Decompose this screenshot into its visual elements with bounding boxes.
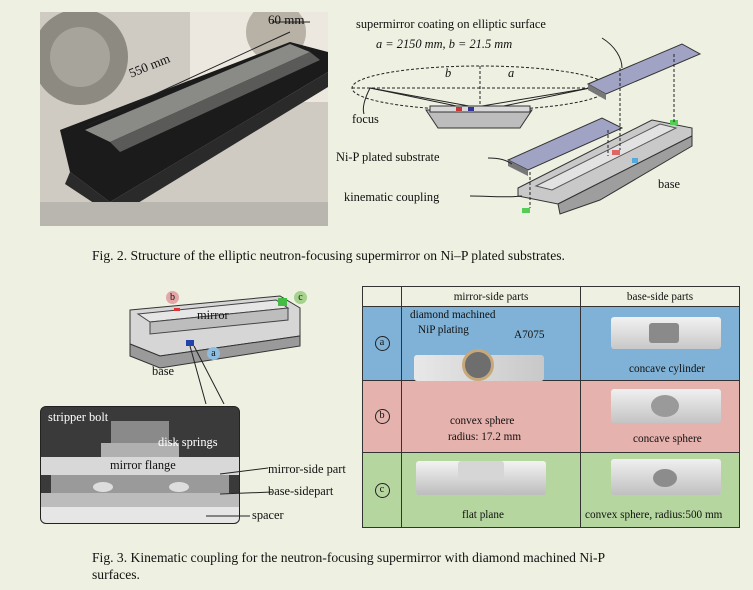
row-id-c: c xyxy=(362,452,402,528)
base-label-b: concave sphere xyxy=(633,433,702,445)
radius-label: radius: 17.2 mm xyxy=(448,431,522,443)
base-sidepart-label: base-sidepart xyxy=(268,484,334,498)
mirror-flange-label: mirror flange xyxy=(110,458,176,472)
table-row-a: a diamond machined NiP plating A7075 con… xyxy=(362,306,740,381)
focus-label: focus xyxy=(352,112,379,126)
mirror-label-c: flat plane xyxy=(462,509,504,521)
badge-a-text: a xyxy=(211,348,216,359)
coupling-overview-diagram xyxy=(129,295,301,404)
ellipse-a-label: a xyxy=(508,66,515,80)
mirror-photo xyxy=(40,12,328,226)
badge-a: a xyxy=(207,347,220,360)
coating-label: supermirror coating on elliptic surface xyxy=(356,17,546,31)
badge-c-text: c xyxy=(298,292,303,303)
row-id-b-text: b xyxy=(374,409,390,424)
kinematic-label: kinematic coupling xyxy=(344,190,440,204)
mirror-cell-a: diamond machined NiP plating A7075 xyxy=(400,306,582,381)
col-header-base: base-side parts xyxy=(580,286,740,307)
base-cell-a: concave cylinder xyxy=(580,306,740,381)
base-label: base xyxy=(658,177,681,191)
stripper-bolt-label: stripper bolt xyxy=(48,410,109,424)
fig3-caption-line2: surfaces. xyxy=(92,567,140,582)
disk-springs-label: disk springs xyxy=(158,435,218,449)
base-part-c-photo xyxy=(611,459,722,495)
substrate-label: Ni-P plated substrate xyxy=(336,150,440,164)
base-cell-c: convex sphere, radius:500 mm xyxy=(580,452,740,528)
mirror-side-part-label: mirror-side part xyxy=(268,462,346,476)
mirror-cell-c: flat plane xyxy=(400,452,582,528)
closeup-callouts xyxy=(206,467,273,517)
convex-sphere-label: convex sphere xyxy=(450,415,515,427)
col-header-mirror: mirror-side parts xyxy=(400,286,582,307)
mirror-structure-diagram xyxy=(351,37,702,215)
base-part-a-photo xyxy=(611,317,722,349)
table-corner xyxy=(362,286,402,307)
badge-b: b xyxy=(166,291,179,304)
badge-c: c xyxy=(294,291,307,304)
photo-width-label: 60 mm xyxy=(268,12,305,27)
badge-b-text: b xyxy=(170,292,175,303)
fig2-caption: Fig. 2. Structure of the elliptic neutro… xyxy=(92,248,565,263)
mirror-part-a-photo xyxy=(414,349,544,381)
base-label-a: concave cylinder xyxy=(629,363,706,375)
diamond-machined-label: diamond machined xyxy=(410,309,496,321)
ellipse-params-label: a = 2150 mm, b = 21.5 mm xyxy=(376,37,513,51)
ellipse-b-label: b xyxy=(445,66,452,80)
fig3-caption-line1: Fig. 3. Kinematic coupling for the neutr… xyxy=(92,550,606,565)
spacer-label: spacer xyxy=(252,508,284,522)
nip-plating-label: NiP plating xyxy=(418,324,469,336)
row-id-a-text: a xyxy=(374,336,390,351)
base-label-c: convex sphere, radius:500 mm xyxy=(585,509,723,521)
mirror-label: mirror xyxy=(197,308,229,322)
coupling-closeup-photo xyxy=(40,406,240,524)
row-id-b: b xyxy=(362,380,402,453)
mirror-part-c-photo xyxy=(416,461,546,495)
table-row-c: c flat plane convex sphere, radius:500 m… xyxy=(362,452,740,528)
row-id-c-text: c xyxy=(374,482,390,498)
table-row-b: b convex sphere radius: 17.2 mm concave … xyxy=(362,380,740,453)
a7075-label: A7075 xyxy=(514,329,545,341)
base-label-fig3: base xyxy=(152,364,175,378)
row-id-a: a xyxy=(362,306,402,381)
mirror-cell-b: convex sphere radius: 17.2 mm xyxy=(400,380,582,453)
base-cell-b: concave sphere xyxy=(580,380,740,453)
base-part-b-photo xyxy=(611,389,722,423)
coupling-parts-table: mirror-side parts base-side parts a diam… xyxy=(362,286,740,528)
